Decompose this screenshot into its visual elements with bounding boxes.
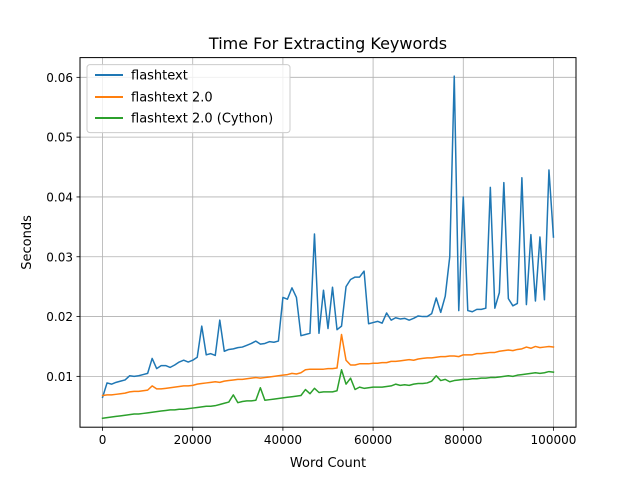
y-tick-label: 0.03 — [46, 250, 73, 264]
legend-label-flashtext-2: flashtext 2.0 — [131, 91, 213, 106]
y-tick-label: 0.05 — [46, 131, 73, 145]
series-line-flashtext — [101, 75, 555, 399]
x-tick-label: 40000 — [264, 433, 302, 447]
series-line-flashtext-2-0-cython — [101, 369, 555, 420]
y-axis-label: Seconds — [20, 215, 35, 270]
legend: flashtext flashtext 2.0 flashtext 2.0 (C… — [86, 64, 291, 134]
x-tick-label: 60000 — [354, 433, 392, 447]
series-line-flashtext-2-0 — [101, 333, 555, 397]
x-tick-label: 0 — [99, 433, 107, 447]
legend-box — [86, 64, 291, 134]
x-tick-label: 80000 — [444, 433, 482, 447]
chart-title: Time For Extracting Keywords — [208, 34, 447, 53]
y-tick-label: 0.06 — [46, 71, 73, 85]
x-axis-ticks: 0 20000 40000 60000 80000 100000 — [99, 427, 577, 447]
y-tick-label: 0.01 — [46, 370, 73, 384]
y-axis-ticks: 0.01 0.02 0.03 0.04 0.05 0.06 — [46, 71, 80, 384]
y-tick-label: 0.02 — [46, 310, 73, 324]
x-tick-label: 20000 — [174, 433, 212, 447]
series-lines — [101, 75, 555, 420]
x-axis-label: Word Count — [290, 456, 366, 471]
legend-label-flashtext: flashtext — [131, 69, 188, 84]
y-tick-label: 0.04 — [46, 190, 73, 204]
plot-frame — [79, 57, 577, 428]
legend-label-flashtext-2-cython: flashtext 2.0 (Cython) — [131, 112, 273, 127]
x-tick-label: 100000 — [531, 433, 577, 447]
